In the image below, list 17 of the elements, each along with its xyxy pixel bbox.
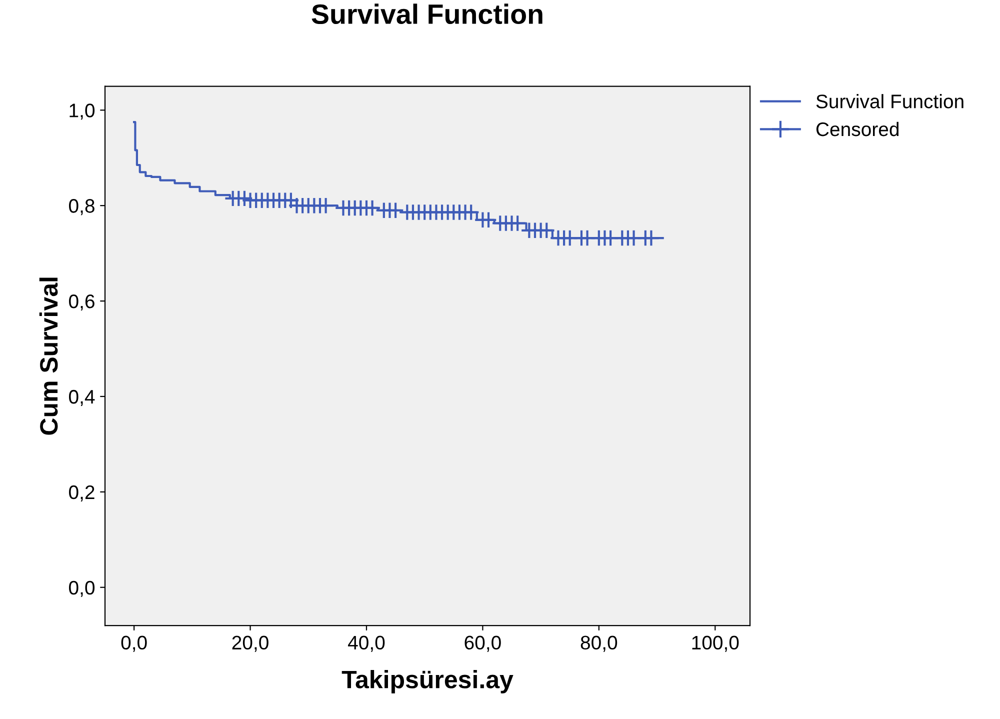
x-tick-label: 100,0 [692, 636, 739, 652]
y-tick-label: 0,8 [69, 199, 94, 216]
legend-label: Survival Function [816, 94, 964, 108]
x-tick-label: 0,0 [121, 636, 147, 652]
y-tick-label: 0,0 [69, 580, 95, 597]
y-tick-label: 1,0 [70, 104, 95, 120]
x-tick-label: 60,0 [464, 636, 501, 652]
y-tick-label: 0,4 [69, 390, 95, 406]
x-tick-label: 20,0 [232, 636, 268, 652]
legend-label: Censored [816, 122, 899, 136]
x-tick-label: 80,0 [580, 636, 618, 652]
y-axis-title: Cum Survival [39, 278, 58, 435]
y-tick-label: 0,6 [69, 294, 94, 311]
x-tick-label: 40,0 [348, 636, 385, 652]
chart-title: Survival Function [312, 4, 542, 24]
x-axis-title: Takipsüresi.ay [342, 670, 514, 694]
y-tick-label: 0,2 [69, 485, 94, 502]
